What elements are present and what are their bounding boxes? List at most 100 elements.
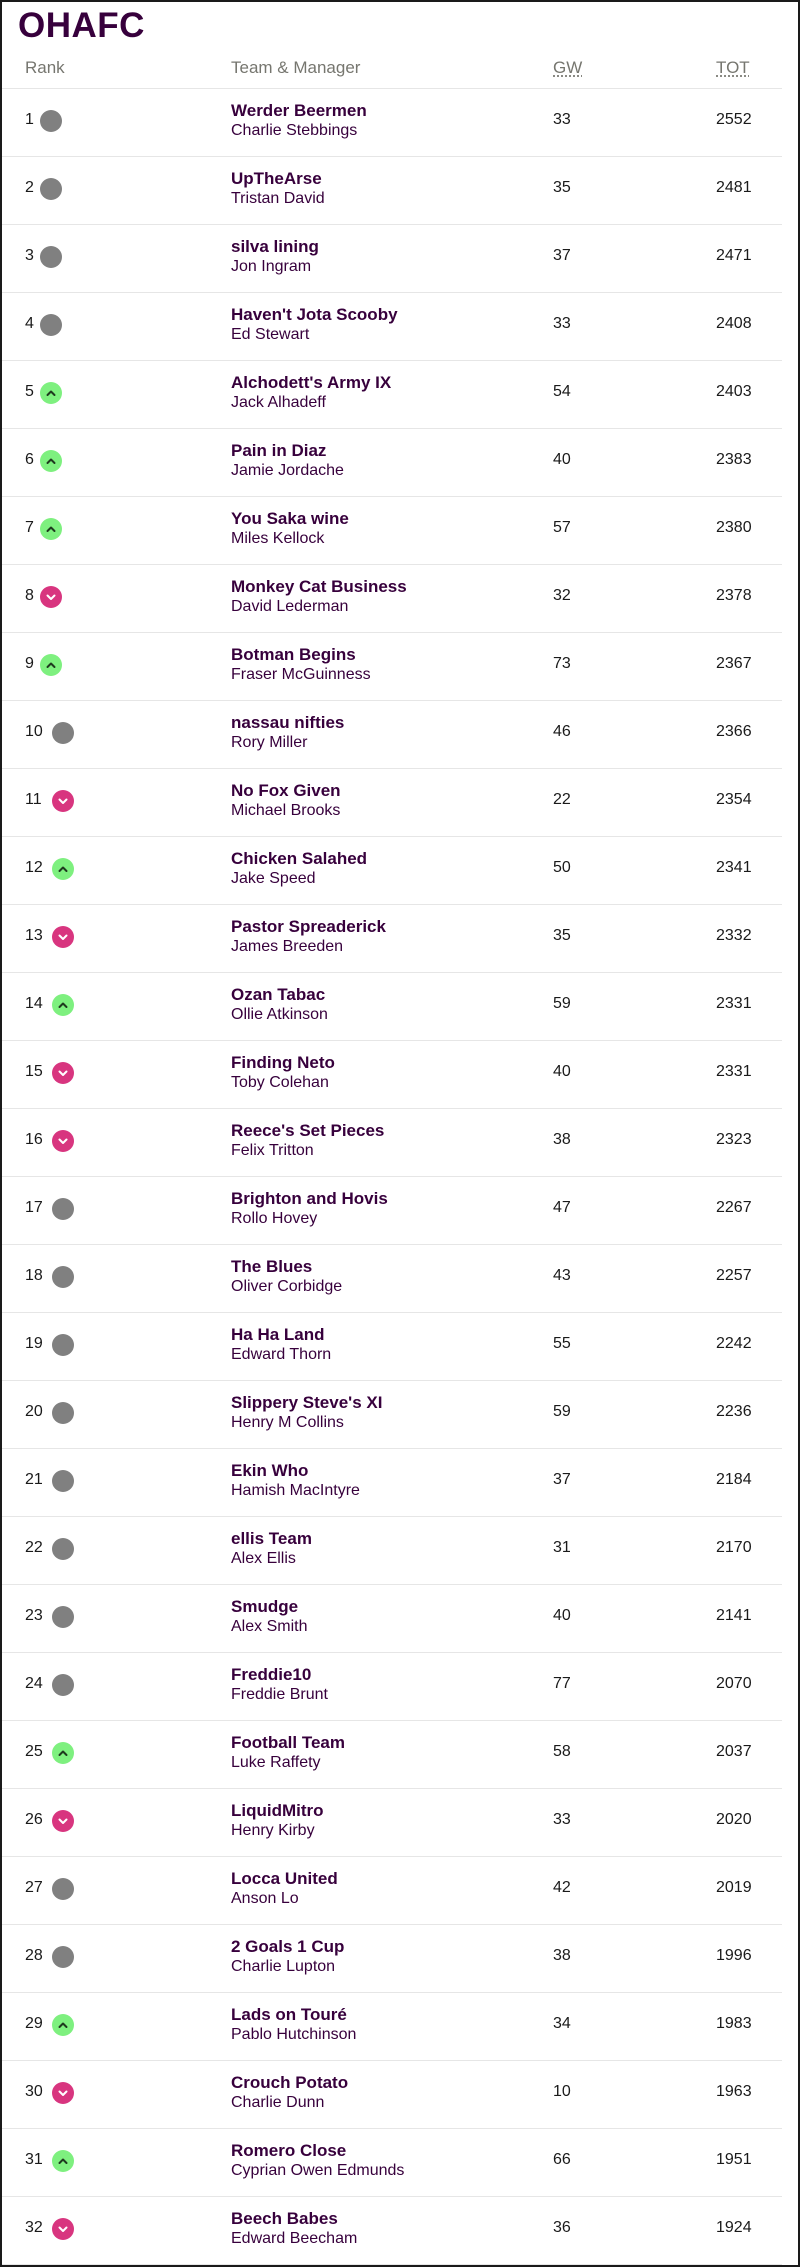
gameweek-column-header[interactable]: GW — [553, 58, 583, 77]
team-name[interactable]: Brighton and Hovis — [231, 1189, 388, 1208]
total-points: 1996 — [716, 1947, 752, 1964]
team-name[interactable]: Football Team — [231, 1733, 345, 1752]
team-name[interactable]: UpTheArse — [231, 169, 322, 188]
team-name[interactable]: Alchodett's Army IX — [231, 373, 392, 392]
rank-up-icon — [52, 1742, 74, 1764]
table-row[interactable]: 19 Ha Ha Land Edward Thorn 55 2242 — [2, 1313, 782, 1381]
table-row[interactable]: 1 Werder Beermen Charlie Stebbings 33 25… — [2, 89, 782, 157]
team-name[interactable]: nassau nifties — [231, 713, 345, 732]
rank-up-icon — [52, 994, 74, 1016]
manager-name: Ollie Atkinson — [231, 1006, 328, 1023]
table-row[interactable]: 24 Freddie10 Freddie Brunt 77 2070 — [2, 1653, 782, 1721]
rank-number: 20 — [25, 1403, 43, 1420]
team-name[interactable]: Slippery Steve's XI — [231, 1393, 383, 1412]
gameweek-points: 35 — [553, 179, 571, 196]
team-name[interactable]: Finding Neto — [231, 1053, 335, 1072]
team-name[interactable]: Chicken Salahed — [231, 849, 368, 868]
table-row[interactable]: 27 Locca United Anson Lo 42 2019 — [2, 1857, 782, 1925]
table-row[interactable]: 29 Lads on Touré Pablo Hutchinson 34 198… — [2, 1993, 782, 2061]
table-row[interactable]: 3 silva lining Jon Ingram 37 2471 — [2, 225, 782, 293]
rank-number: 27 — [25, 1879, 43, 1896]
rank-down-icon — [52, 790, 74, 812]
table-row[interactable]: 17 Brighton and Hovis Rollo Hovey 47 226… — [2, 1177, 782, 1245]
table-row[interactable]: 5 Alchodett's Army IX Jack Alhadeff 54 2… — [2, 361, 782, 429]
rank-same-icon — [40, 314, 62, 336]
manager-name: Edward Beecham — [231, 2230, 358, 2247]
team-name[interactable]: Werder Beermen — [231, 101, 367, 120]
team-name[interactable]: The Blues — [231, 1257, 313, 1276]
gameweek-points: 54 — [553, 383, 571, 400]
rank-number: 3 — [25, 247, 34, 264]
manager-name: Ed Stewart — [231, 326, 310, 343]
gameweek-points: 58 — [553, 1743, 571, 1760]
table-row[interactable]: 2 UpTheArse Tristan David 35 2481 — [2, 157, 782, 225]
team-name[interactable]: Smudge — [231, 1597, 299, 1616]
total-points: 1924 — [716, 2219, 752, 2236]
table-row[interactable]: 23 Smudge Alex Smith 40 2141 — [2, 1585, 782, 1653]
team-name[interactable]: Lads on Touré — [231, 2005, 347, 2024]
team-name[interactable]: Ha Ha Land — [231, 1325, 325, 1344]
table-row[interactable]: 16 Reece's Set Pieces Felix Tritton 38 2… — [2, 1109, 782, 1177]
table-row[interactable]: 4 Haven't Jota Scooby Ed Stewart 33 2408 — [2, 293, 782, 361]
gameweek-points: 66 — [553, 2151, 571, 2168]
rank-number: 11 — [25, 791, 42, 808]
rank-down-icon — [52, 1062, 74, 1084]
gameweek-points: 50 — [553, 859, 571, 876]
table-row[interactable]: 13 Pastor Spreaderick James Breeden 35 2… — [2, 905, 782, 973]
table-row[interactable]: 12 Chicken Salahed Jake Speed 50 2341 — [2, 837, 782, 905]
rank-number: 22 — [25, 1539, 43, 1556]
team-name[interactable]: Beech Babes — [231, 2209, 338, 2228]
rank-same-icon — [52, 1606, 74, 1628]
team-name[interactable]: Romero Close — [231, 2141, 347, 2160]
table-row[interactable]: 21 Ekin Who Hamish MacIntyre 37 2184 — [2, 1449, 782, 1517]
table-row[interactable]: 18 The Blues Oliver Corbidge 43 2257 — [2, 1245, 782, 1313]
table-row[interactable]: 11 No Fox Given Michael Brooks 22 2354 — [2, 769, 782, 837]
manager-name: Charlie Lupton — [231, 1958, 336, 1975]
table-row[interactable]: 31 Romero Close Cyprian Owen Edmunds 66 … — [2, 2129, 782, 2197]
team-name[interactable]: Freddie10 — [231, 1665, 312, 1684]
total-column-header[interactable]: TOT — [716, 58, 750, 77]
table-row[interactable]: 28 2 Goals 1 Cup Charlie Lupton 38 1996 — [2, 1925, 782, 1993]
rank-number: 18 — [25, 1267, 43, 1284]
manager-name: Cyprian Owen Edmunds — [231, 2162, 405, 2179]
team-name[interactable]: LiquidMitro — [231, 1801, 324, 1820]
table-row[interactable]: 14 Ozan Tabac Ollie Atkinson 59 2331 — [2, 973, 782, 1041]
team-name[interactable]: Locca United — [231, 1869, 338, 1888]
team-name[interactable]: No Fox Given — [231, 781, 341, 800]
rank-up-icon — [40, 518, 62, 540]
team-name[interactable]: Pastor Spreaderick — [231, 917, 386, 936]
gameweek-points: 32 — [553, 587, 571, 604]
team-name[interactable]: Haven't Jota Scooby — [231, 305, 398, 324]
team-name[interactable]: You Saka wine — [231, 509, 349, 528]
team-name[interactable]: 2 Goals 1 Cup — [231, 1937, 345, 1956]
table-row[interactable]: 8 Monkey Cat Business David Lederman 32 … — [2, 565, 782, 633]
team-name[interactable]: ellis Team — [231, 1529, 312, 1548]
table-row[interactable]: 30 Crouch Potato Charlie Dunn 10 1963 — [2, 2061, 782, 2129]
team-name[interactable]: silva lining — [231, 237, 319, 256]
table-row[interactable]: 26 LiquidMitro Henry Kirby 33 2020 — [2, 1789, 782, 1857]
table-row[interactable]: 6 Pain in Diaz Jamie Jordache 40 2383 — [2, 429, 782, 497]
table-row[interactable]: 32 Beech Babes Edward Beecham 36 1924 — [2, 2197, 782, 2265]
total-points: 2184 — [716, 1471, 752, 1488]
table-row[interactable]: 25 Football Team Luke Raffety 58 2037 — [2, 1721, 782, 1789]
table-row[interactable]: 10 nassau nifties Rory Miller 46 2366 — [2, 701, 782, 769]
rank-number: 16 — [25, 1131, 43, 1148]
team-name[interactable]: Ozan Tabac — [231, 985, 326, 1004]
rank-number: 15 — [25, 1063, 43, 1080]
team-name[interactable]: Ekin Who — [231, 1461, 309, 1480]
total-points: 2267 — [716, 1199, 752, 1216]
team-name[interactable]: Botman Begins — [231, 645, 356, 664]
team-name[interactable]: Reece's Set Pieces — [231, 1121, 385, 1140]
total-points: 2020 — [716, 1811, 752, 1828]
table-row[interactable]: 15 Finding Neto Toby Colehan 40 2331 — [2, 1041, 782, 1109]
team-name[interactable]: Monkey Cat Business — [231, 577, 407, 596]
rank-number: 31 — [25, 2151, 43, 2168]
table-row[interactable]: 9 Botman Begins Fraser McGuinness 73 236… — [2, 633, 782, 701]
table-row[interactable]: 7 You Saka wine Miles Kellock 57 2380 — [2, 497, 782, 565]
gameweek-points: 40 — [553, 451, 571, 468]
table-row[interactable]: 22 ellis Team Alex Ellis 31 2170 — [2, 1517, 782, 1585]
team-name[interactable]: Pain in Diaz — [231, 441, 327, 460]
table-row[interactable]: 20 Slippery Steve's XI Henry M Collins 5… — [2, 1381, 782, 1449]
team-name[interactable]: Crouch Potato — [231, 2073, 349, 2092]
